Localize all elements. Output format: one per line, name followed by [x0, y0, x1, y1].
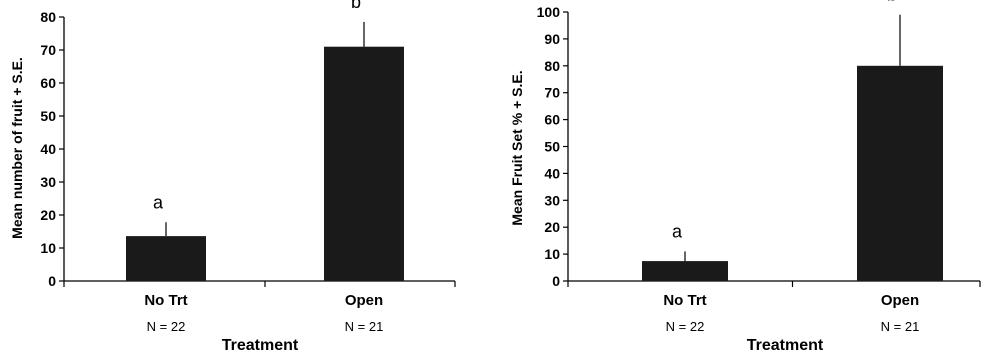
y-tick-label: 10: [40, 240, 56, 256]
y-tick-label: 70: [544, 85, 560, 101]
y-tick-label: 0: [48, 273, 56, 289]
x-category-label: Open: [345, 292, 383, 309]
y-tick-label: 30: [40, 174, 56, 190]
x-category-label: No Trt: [663, 292, 706, 309]
bar-open: [857, 65, 943, 281]
y-tick-label: 40: [544, 165, 560, 181]
y-tick-label: 80: [544, 58, 560, 74]
bar-no-trt: [126, 236, 206, 281]
sample-size-label: N = 22: [147, 319, 186, 334]
sample-size-label: N = 21: [881, 319, 920, 334]
y-tick-label: 60: [544, 112, 560, 128]
y-tick-label: 40: [40, 141, 56, 157]
y-tick-label: 30: [544, 192, 560, 208]
x-category-label: Open: [881, 292, 919, 309]
significance-letter: b: [351, 0, 361, 12]
y-tick-label: 20: [40, 207, 56, 223]
y-tick-label: 20: [544, 219, 560, 235]
sample-size-label: N = 22: [666, 319, 705, 334]
y-tick-label: 80: [40, 9, 56, 25]
x-category-label: No Trt: [144, 292, 187, 309]
y-tick-label: 50: [40, 108, 56, 124]
significance-letter: a: [153, 192, 164, 212]
x-axis-title: Treatment: [222, 337, 299, 354]
y-tick-label: 100: [537, 4, 561, 20]
sample-size-label: N = 21: [345, 319, 384, 334]
y-tick-label: 70: [40, 42, 56, 58]
bar-no-trt: [642, 261, 728, 281]
significance-letter: a: [672, 221, 683, 241]
y-tick-label: 60: [40, 75, 56, 91]
y-tick-label: 90: [544, 31, 560, 47]
y-tick-label: 50: [544, 139, 560, 155]
y-axis-title: Mean Fruit Set % + S.E.: [509, 70, 525, 225]
y-tick-label: 10: [544, 246, 560, 262]
chart-panel-2: 0 10 20 30 40 50 60 70 80 90 100 a No Trt N = 22 b Open…: [509, 0, 981, 354]
significance-letter: b: [887, 0, 897, 5]
chart-panel-1: 0 10 20 30 40 50 60 70 80 a No Trt N = 22 b Open N = 2…: [9, 0, 456, 354]
bar-open: [324, 46, 404, 282]
y-axis-title: Mean number of fruit + S.E.: [9, 57, 25, 239]
y-tick-label: 0: [552, 273, 560, 289]
x-axis-title: Treatment: [747, 337, 824, 354]
